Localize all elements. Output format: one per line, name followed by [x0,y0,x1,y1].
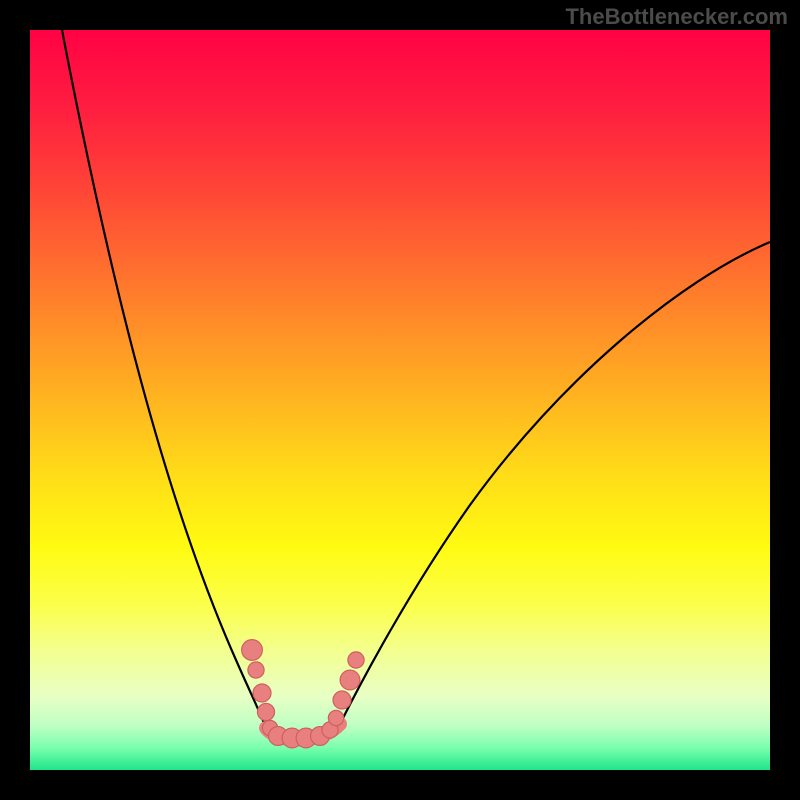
marker-point [328,710,343,725]
chart-svg [0,0,800,800]
marker-point [242,640,263,661]
marker-point [340,670,360,690]
marker-point [348,652,364,668]
chart-canvas: TheBottlenecker.com [0,0,800,800]
plot-gradient-background [30,30,770,770]
marker-point [333,691,351,709]
marker-point [257,703,274,720]
marker-point [253,684,271,702]
marker-point [248,662,264,678]
